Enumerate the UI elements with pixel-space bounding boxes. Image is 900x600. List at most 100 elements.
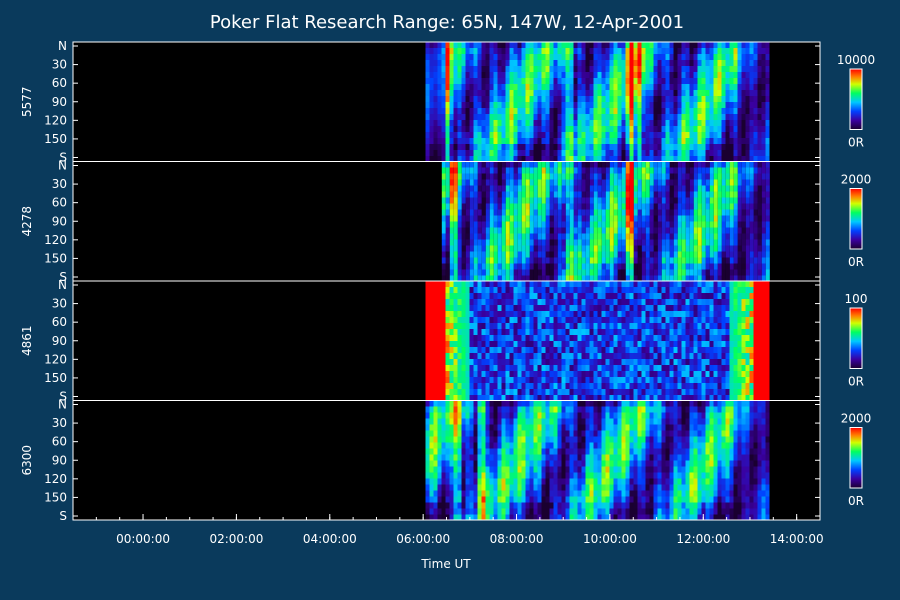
intensity-cell xyxy=(493,299,498,305)
intensity-cell xyxy=(545,161,550,168)
intensity-cell xyxy=(649,191,654,198)
intensity-cell xyxy=(629,263,634,270)
intensity-cell xyxy=(509,132,514,138)
intensity-cell xyxy=(481,371,486,377)
intensity-cell xyxy=(741,48,746,54)
intensity-cell xyxy=(449,323,454,329)
intensity-cell xyxy=(449,90,454,96)
intensity-cell xyxy=(513,179,518,186)
intensity-cell xyxy=(429,323,434,329)
intensity-cell xyxy=(553,305,558,311)
intensity-cell xyxy=(565,90,570,96)
intensity-cell xyxy=(633,299,638,305)
intensity-cell xyxy=(689,72,694,78)
intensity-cell xyxy=(489,144,494,150)
intensity-cell xyxy=(593,66,598,72)
intensity-cell xyxy=(689,251,694,258)
intensity-cell xyxy=(705,132,710,138)
intensity-cell xyxy=(541,78,546,84)
intensity-cell xyxy=(465,132,470,138)
intensity-cell xyxy=(629,299,634,305)
intensity-cell xyxy=(553,257,558,264)
intensity-cell xyxy=(641,293,646,299)
intensity-cell xyxy=(717,96,722,102)
intensity-cell xyxy=(625,245,630,252)
intensity-cell xyxy=(629,173,634,180)
intensity-cell xyxy=(589,281,594,287)
intensity-cell xyxy=(661,84,666,90)
intensity-cell xyxy=(749,144,754,150)
intensity-cell xyxy=(441,66,446,72)
intensity-cell xyxy=(537,191,542,198)
intensity-cell xyxy=(453,221,458,228)
intensity-cell xyxy=(569,108,574,114)
intensity-cell xyxy=(665,150,670,156)
intensity-cell xyxy=(465,365,470,371)
intensity-cell xyxy=(497,239,502,246)
intensity-cell xyxy=(645,191,650,198)
intensity-cell xyxy=(509,263,514,270)
intensity-cell xyxy=(641,281,646,287)
intensity-cell xyxy=(649,299,654,305)
intensity-cell xyxy=(641,66,646,72)
intensity-cell xyxy=(741,275,746,282)
intensity-cell xyxy=(693,359,698,365)
intensity-cell xyxy=(529,72,534,78)
intensity-cell xyxy=(601,239,606,246)
intensity-cell xyxy=(589,311,594,317)
intensity-cell xyxy=(489,299,494,305)
intensity-cell xyxy=(585,299,590,305)
intensity-cell xyxy=(737,48,742,54)
intensity-cell xyxy=(581,173,586,180)
intensity-cell xyxy=(553,335,558,341)
intensity-cell xyxy=(633,66,638,72)
intensity-cell xyxy=(717,126,722,132)
intensity-cell xyxy=(709,383,714,389)
intensity-cell xyxy=(553,102,558,108)
intensity-cell xyxy=(681,90,686,96)
intensity-cell xyxy=(481,383,486,389)
intensity-cell xyxy=(745,102,750,108)
intensity-cell xyxy=(689,305,694,311)
intensity-cell xyxy=(509,299,514,305)
intensity-cell xyxy=(681,72,686,78)
intensity-cell xyxy=(533,371,538,377)
intensity-cell xyxy=(757,215,762,222)
intensity-cell xyxy=(681,179,686,186)
intensity-cell xyxy=(613,287,618,293)
intensity-cell xyxy=(729,311,734,317)
intensity-cell xyxy=(513,257,518,264)
intensity-cell xyxy=(749,114,754,120)
intensity-cell xyxy=(549,66,554,72)
intensity-cell xyxy=(705,233,710,240)
intensity-cell xyxy=(681,305,686,311)
intensity-cell xyxy=(749,78,754,84)
intensity-cell xyxy=(629,335,634,341)
intensity-cell xyxy=(601,365,606,371)
intensity-cell xyxy=(545,126,550,132)
intensity-cell xyxy=(597,293,602,299)
intensity-cell xyxy=(749,161,754,168)
intensity-cell xyxy=(429,102,434,108)
intensity-cell xyxy=(589,365,594,371)
intensity-cell xyxy=(537,161,542,168)
intensity-cell xyxy=(441,347,446,353)
intensity-cell xyxy=(709,48,714,54)
intensity-cell xyxy=(757,90,762,96)
intensity-cell xyxy=(509,173,514,180)
intensity-cell xyxy=(589,305,594,311)
intensity-cell xyxy=(629,203,634,210)
intensity-cell xyxy=(625,335,630,341)
intensity-cell xyxy=(577,185,582,192)
intensity-cell xyxy=(705,281,710,287)
intensity-cell xyxy=(661,203,666,210)
intensity-cell xyxy=(485,215,490,222)
intensity-cell xyxy=(497,287,502,293)
intensity-cell xyxy=(737,263,742,270)
intensity-cell xyxy=(681,281,686,287)
intensity-cell xyxy=(589,257,594,264)
intensity-cell xyxy=(489,311,494,317)
intensity-cell xyxy=(661,72,666,78)
intensity-cell xyxy=(461,48,466,54)
intensity-cell xyxy=(609,239,614,246)
